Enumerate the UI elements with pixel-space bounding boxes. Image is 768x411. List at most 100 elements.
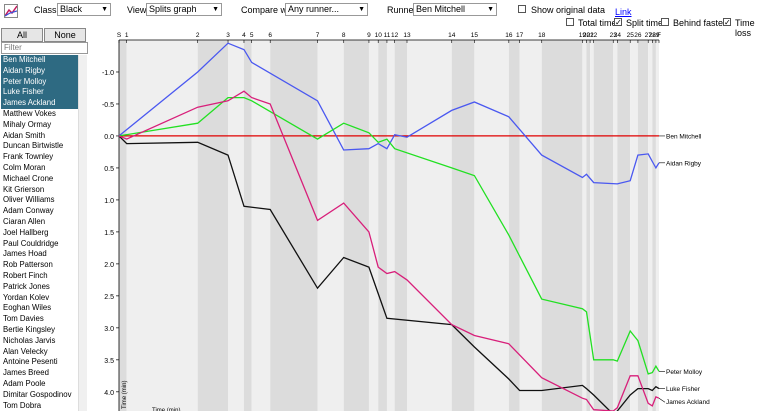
competitor-list-item[interactable]: James Breed [3,368,49,378]
total-time-checkbox[interactable] [566,18,574,26]
competitor-list-item[interactable]: Kit Grierson [3,184,45,194]
splits-graph[interactable]: -1.0-0.50.00.51.01.52.02.53.03.54.0S 1 2 3 4… [86,28,768,411]
series-label-leader [658,397,666,403]
control-label: 27 [645,32,653,39]
y-tick-label: 0.5 [104,166,114,173]
competitor-list-item[interactable]: Rob Patterson [3,260,53,270]
y-tick-label: 3.5 [104,358,114,365]
compare-select[interactable]: Any runner... ▼ [285,3,368,16]
competitor-list-item[interactable]: Dimitar Gospodinov [3,389,72,399]
competitor-list-item[interactable]: Tom Dobra [3,400,42,410]
leg-band [270,40,318,411]
total-time-label: Total time [578,18,617,28]
y-tick-label: 0.0 [104,134,114,141]
time-loss-checkbox[interactable]: ✓ [723,18,731,27]
competitor-list-item[interactable]: Bertie Kingsley [3,324,56,334]
select-all-button[interactable]: All [1,28,43,42]
competitor-list-item[interactable]: Robert Finch [3,270,48,280]
competitor-list-item[interactable]: Mihaly Ormay [3,119,52,129]
competitor-list-item[interactable]: Yordan Kolev [3,292,50,302]
competitor-list-item[interactable]: Duncan Birtwistle [3,141,64,151]
filter-input[interactable]: Filter [1,42,88,54]
competitor-list-item[interactable]: Nicholas Jarvis [3,335,56,345]
split-time-checkbox[interactable]: ✓ [614,18,622,27]
competitor-list-item[interactable]: Matthew Vokes [3,108,56,118]
competitor-list-item[interactable]: Antoine Pesenti [3,357,58,367]
competitor-list-item[interactable]: Paul Couldridge [3,238,59,248]
competitor-list-item[interactable]: Frank Townley [3,152,54,162]
control-label: 12 [391,32,399,39]
leg-band [386,40,395,411]
app-logo-icon[interactable] [4,4,18,18]
control-label: 16 [505,32,513,39]
competitor-list-item[interactable]: Adam Conway [3,206,54,216]
compare-select-value: Any runner... [288,4,340,14]
show-original-checkbox[interactable] [518,5,526,13]
show-original-label: Show original data [531,5,606,15]
x-axis-title: Time (min) [152,408,180,411]
competitor-list-item[interactable]: Luke Fisher [1,87,85,99]
competitor-list-item[interactable]: James Hoad [3,249,47,259]
competitor-sidebar: All None Filter Ben Mitchell Aidan Rigby P… [0,28,88,411]
series-line-luke-fisher [118,135,660,411]
series-label: Ben Mitchell [666,133,702,140]
competitor-list-item[interactable]: Michael Crone [3,173,54,183]
leg-band [582,40,587,411]
y-axis-title: Time (min) [122,381,128,409]
competitor-list-item[interactable]: Aidan Rigby [1,65,85,77]
chevron-down-icon: ▼ [212,6,219,13]
competitor-list-item[interactable]: Ben Mitchell [1,55,85,66]
competitor-list-item[interactable]: Alan Velecky [3,346,48,356]
competitor-list-item[interactable]: Eoghan Wiles [3,303,52,313]
behind-fastest-checkbox[interactable] [661,18,669,26]
view-label: View: [127,5,149,15]
toolbar: Class: Black ▼ View: Splits graph ▼ Compar… [0,0,768,38]
chevron-down-icon: ▼ [487,6,494,13]
competitor-list-item[interactable]: Tom Davies [3,314,44,324]
leg-band [519,40,542,411]
time-loss-label: Time loss [735,18,755,38]
leg-band [508,40,520,411]
leg-band [317,40,344,411]
control-label: 28 [649,32,657,39]
chevron-down-icon: ▼ [358,6,365,13]
leg-band [394,40,407,411]
competitor-list-item[interactable]: Patrick Jones [3,281,50,291]
control-label: 24 [614,32,622,39]
leg-band [407,40,452,411]
competitor-list-item[interactable]: Ciaran Allen [3,216,46,226]
leg-band [617,40,631,411]
competitor-list-item[interactable]: Colm Moran [3,162,46,172]
leg-band [586,40,591,411]
leg-band [126,40,198,411]
y-tick-label: 2.0 [104,262,114,269]
y-tick-label: 1.0 [104,198,114,205]
control-label: 14 [448,32,456,39]
series-line-james-ackland [118,90,660,411]
view-select[interactable]: Splits graph ▼ [146,3,222,16]
leg-band [648,40,653,411]
control-label: 2 [196,32,200,39]
link-link[interactable]: Link [615,7,632,17]
control-label: 9 [367,32,371,39]
y-tick-label: 3.0 [104,326,114,333]
series-line-aidan-rigby [118,42,660,185]
leg-band [378,40,387,411]
competitor-list-item[interactable]: Adam Poole [3,378,46,388]
leg-band [652,40,656,411]
class-select[interactable]: Black ▼ [57,3,111,16]
competitor-list-item[interactable]: Joel Hallberg [3,227,49,237]
control-label: 29 [652,32,660,39]
competitor-list-item[interactable]: Oliver Williams [3,195,55,205]
control-label: 5 [250,32,254,39]
control-label: 21 [586,32,594,39]
select-none-button[interactable]: None [44,28,86,42]
competitor-list-item[interactable]: James Ackland [1,98,85,109]
leg-band [593,40,614,411]
split-time-label: Split time [626,18,664,28]
list-scrollbar[interactable] [78,55,87,411]
competitor-list-item[interactable]: Peter Molloy [1,76,85,88]
competitor-list-item[interactable]: Aidan Smith [3,130,46,140]
runner-select[interactable]: Ben Mitchell ▼ [413,3,497,16]
leg-band [451,40,475,411]
